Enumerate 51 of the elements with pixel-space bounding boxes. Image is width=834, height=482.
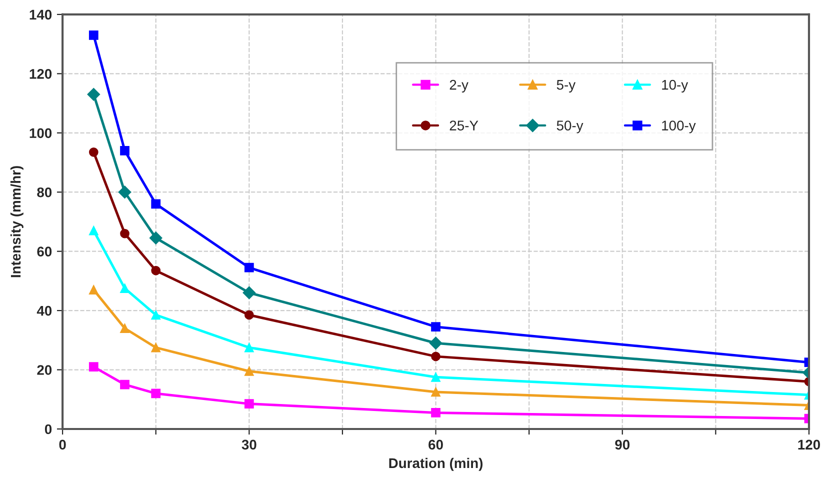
point	[118, 186, 132, 199]
y-tick-label: 60	[37, 246, 52, 256]
point	[151, 199, 161, 209]
x-tick-label: 30	[242, 440, 256, 450]
point	[431, 352, 440, 362]
y-tick-label: 140	[30, 10, 52, 20]
y-tick-label: 100	[30, 128, 52, 138]
y-tick-label: 0	[44, 424, 52, 434]
point	[120, 228, 130, 238]
point	[120, 380, 130, 390]
point	[88, 30, 98, 40]
point	[151, 310, 161, 320]
legend-label: 100-y	[662, 120, 696, 134]
point	[88, 147, 98, 157]
point	[149, 232, 162, 244]
legend-label: 10-y	[662, 80, 688, 92]
point	[120, 284, 130, 294]
point	[429, 336, 442, 350]
y-tick-label: 80	[37, 187, 52, 198]
x-tick-label: 60	[428, 440, 443, 450]
y-tick-label: 40	[36, 306, 52, 316]
legend-label: 50-y	[556, 120, 584, 134]
point	[431, 372, 440, 382]
x-tick-label: 90	[615, 440, 630, 450]
point	[87, 88, 100, 101]
y-tick-label: 20	[37, 365, 52, 375]
point	[88, 285, 98, 295]
point	[244, 342, 254, 352]
y-tick-label: 120	[30, 69, 52, 79]
point	[244, 262, 254, 272]
point	[431, 322, 440, 332]
point	[244, 310, 254, 320]
point	[431, 387, 440, 397]
point	[120, 146, 130, 156]
point	[88, 226, 98, 236]
point	[431, 408, 440, 418]
point	[244, 366, 254, 376]
point	[151, 342, 161, 352]
point	[151, 266, 161, 276]
x-tick-label: 0	[59, 440, 66, 450]
point	[120, 324, 130, 333]
x-axis-title: Duration (min)	[389, 458, 483, 471]
point	[244, 399, 254, 408]
legend-label: 5-y	[556, 80, 576, 92]
legend-label: 2-y	[450, 80, 468, 92]
point	[88, 362, 98, 372]
legend-label: 25-Y	[450, 120, 478, 130]
point	[242, 286, 256, 300]
x-tick-label: 120	[798, 440, 820, 450]
y-axis-title: Intensity (mm/hr)	[10, 166, 24, 278]
point	[151, 388, 161, 398]
